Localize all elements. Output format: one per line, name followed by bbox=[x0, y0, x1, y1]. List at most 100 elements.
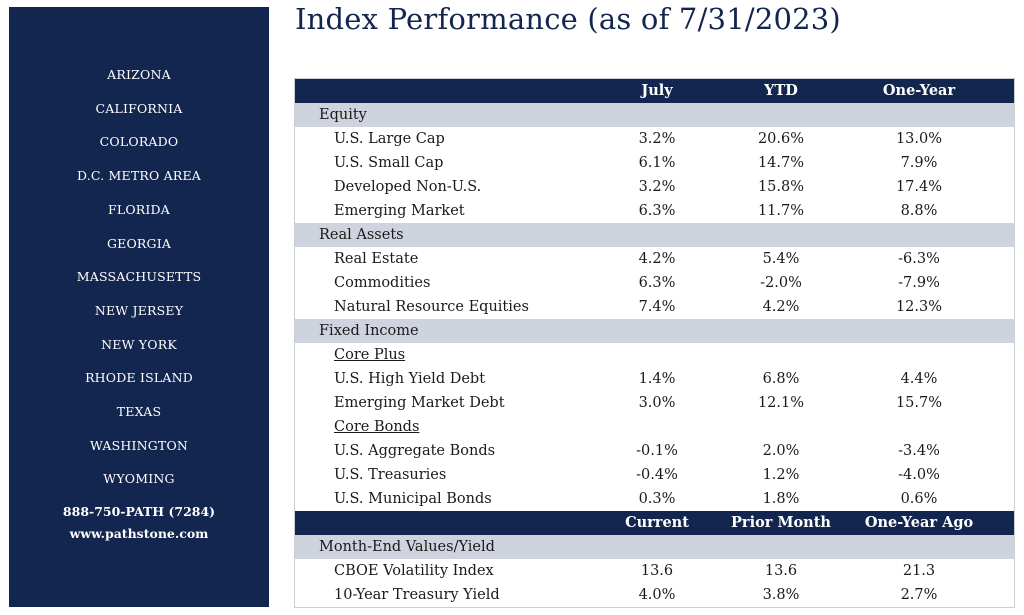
location-item: COLORADO bbox=[99, 134, 179, 150]
table-row: 10-Year Treasury Yield 4.0% 3.8% 2.7% bbox=[295, 583, 1014, 607]
value-cell: -7.9% bbox=[898, 275, 940, 291]
value-cell: 20.6% bbox=[757, 131, 805, 147]
location-item: WASHINGTON bbox=[89, 437, 189, 453]
value-cell: 4.4% bbox=[900, 371, 938, 387]
row-label: Fixed Income bbox=[319, 323, 419, 339]
row-label: Month-End Values/Yield bbox=[319, 539, 495, 555]
month-end-values-section: Current Prior Month One-Year Ago Month-End … bbox=[295, 511, 1014, 607]
location-item: NEW YORK bbox=[101, 336, 177, 352]
location-item: NEW JERSEY bbox=[94, 302, 184, 318]
value-cell: 8.8% bbox=[900, 203, 938, 219]
row-label: Emerging Market Debt bbox=[334, 395, 505, 411]
row-label: U.S. Large Cap bbox=[334, 131, 445, 147]
table-row: Natural Resource Equities 7.4% 4.2% 12.3% bbox=[295, 295, 1014, 319]
index-performance-table: July YTD One-Year Equity U.S. Large Cap 3.2% 2… bbox=[294, 78, 1015, 608]
value-cell: 3.2% bbox=[638, 179, 676, 195]
column-header: Current bbox=[625, 514, 689, 531]
performance-section: July YTD One-Year Equity U.S. Large Cap 3.2% 2… bbox=[295, 79, 1014, 511]
row-label: Natural Resource Equities bbox=[334, 299, 529, 315]
row-label: U.S. High Yield Debt bbox=[334, 371, 486, 387]
sidebar: ARIZONA CALIFORNIA COLORADO D.C. METRO AREA… bbox=[9, 7, 269, 607]
value-cell: 15.8% bbox=[757, 179, 805, 195]
value-cell: 14.7% bbox=[757, 155, 805, 171]
column-header: YTD bbox=[764, 82, 798, 99]
row-label: U.S. Aggregate Bonds bbox=[334, 443, 496, 459]
value-cell: -6.3% bbox=[898, 251, 940, 267]
table-row: U.S. Large Cap 3.2% 20.6% 13.0% bbox=[295, 127, 1014, 151]
value-cell: 4.2% bbox=[762, 299, 800, 315]
row-label: Emerging Market bbox=[334, 203, 465, 219]
row-label: Equity bbox=[319, 107, 367, 123]
value-cell: -0.4% bbox=[636, 467, 678, 483]
value-cell: 7.4% bbox=[638, 299, 676, 315]
section-row: Fixed Income bbox=[295, 319, 1014, 343]
table-row: CBOE Volatility Index 13.6 13.6 21.3 bbox=[295, 559, 1014, 583]
location-item: TEXAS bbox=[116, 404, 162, 419]
row-label: Core Bonds bbox=[334, 419, 420, 435]
value-cell: 13.0% bbox=[895, 131, 943, 147]
value-cell: 2.7% bbox=[900, 587, 938, 603]
column-header: July bbox=[641, 82, 673, 99]
value-cell: 4.2% bbox=[638, 251, 676, 267]
location-item: FLORIDA bbox=[107, 201, 171, 217]
value-cell: 12.3% bbox=[895, 299, 943, 315]
table-row: U.S. High Yield Debt 1.4% 6.8% 4.4% bbox=[295, 367, 1014, 391]
column-header: One-Year bbox=[882, 82, 956, 99]
value-cell: 6.3% bbox=[638, 203, 676, 219]
table-row: U.S. Treasuries -0.4% 1.2% -4.0% bbox=[295, 463, 1014, 487]
row-label: U.S. Municipal Bonds bbox=[334, 491, 492, 507]
location-item: GEORGIA bbox=[106, 235, 172, 251]
value-cell: 0.3% bbox=[638, 491, 676, 507]
table-row: Real Estate 4.2% 5.4% -6.3% bbox=[295, 247, 1014, 271]
column-header: Prior Month bbox=[731, 514, 831, 531]
value-cell: 0.6% bbox=[900, 491, 938, 507]
value-cell: 4.0% bbox=[638, 587, 676, 603]
table-row: Commodities 6.3% -2.0% -7.9% bbox=[295, 271, 1014, 295]
row-label: U.S. Treasuries bbox=[334, 467, 447, 483]
location-item: ARIZONA bbox=[107, 67, 171, 82]
value-cell: 15.7% bbox=[895, 395, 943, 411]
value-cell: 13.6 bbox=[764, 563, 798, 579]
value-cell: 5.4% bbox=[762, 251, 800, 267]
page-title: Index Performance (as of 7/31/2023) bbox=[295, 2, 841, 36]
value-cell: 6.1% bbox=[638, 155, 676, 171]
value-cell: 3.0% bbox=[638, 395, 676, 411]
row-label: Commodities bbox=[334, 275, 431, 291]
table-row: U.S. Municipal Bonds 0.3% 1.8% 0.6% bbox=[295, 487, 1014, 511]
value-cell: 3.8% bbox=[762, 587, 800, 603]
value-cell: 1.8% bbox=[762, 491, 800, 507]
value-cell: 21.3 bbox=[902, 563, 936, 579]
section-row: Equity bbox=[295, 103, 1014, 127]
row-label: CBOE Volatility Index bbox=[334, 563, 494, 579]
value-cell: 6.3% bbox=[638, 275, 676, 291]
row-label: Real Assets bbox=[319, 227, 404, 243]
location-item: RHODE ISLAND bbox=[85, 370, 193, 386]
value-cell: 3.2% bbox=[638, 131, 676, 147]
website-link[interactable]: www.pathstone.com bbox=[69, 526, 209, 541]
table-row: U.S. Small Cap 6.1% 14.7% 7.9% bbox=[295, 151, 1014, 175]
table-row: Emerging Market Debt 3.0% 12.1% 15.7% bbox=[295, 391, 1014, 415]
section-row: Month-End Values/Yield bbox=[295, 535, 1014, 559]
value-cell: 1.4% bbox=[638, 371, 676, 387]
value-cell: 12.1% bbox=[757, 395, 805, 411]
value-cell: 1.2% bbox=[762, 467, 800, 483]
value-cell: 6.8% bbox=[762, 371, 800, 387]
row-label: Developed Non-U.S. bbox=[334, 179, 482, 195]
section-row: Real Assets bbox=[295, 223, 1014, 247]
row-label: Core Plus bbox=[334, 347, 406, 363]
table-row: Developed Non-U.S. 3.2% 15.8% 17.4% bbox=[295, 175, 1014, 199]
subsection-row: Core Bonds bbox=[295, 415, 1014, 439]
location-item: MASSACHUSETTS bbox=[76, 269, 202, 285]
value-cell: -3.4% bbox=[898, 443, 940, 459]
value-cell: -4.0% bbox=[898, 467, 940, 483]
location-item: CALIFORNIA bbox=[95, 100, 183, 116]
column-header: One-Year Ago bbox=[864, 514, 974, 531]
phone-number: 888-750-PATH (7284) bbox=[62, 504, 216, 519]
value-cell: -0.1% bbox=[636, 443, 678, 459]
value-cell: 2.0% bbox=[762, 443, 800, 459]
header-row: July YTD One-Year bbox=[295, 79, 1014, 103]
subsection-row: Core Plus bbox=[295, 343, 1014, 367]
value-cell: 13.6 bbox=[640, 563, 674, 579]
value-cell: 7.9% bbox=[900, 155, 938, 171]
value-cell: 11.7% bbox=[757, 203, 805, 219]
